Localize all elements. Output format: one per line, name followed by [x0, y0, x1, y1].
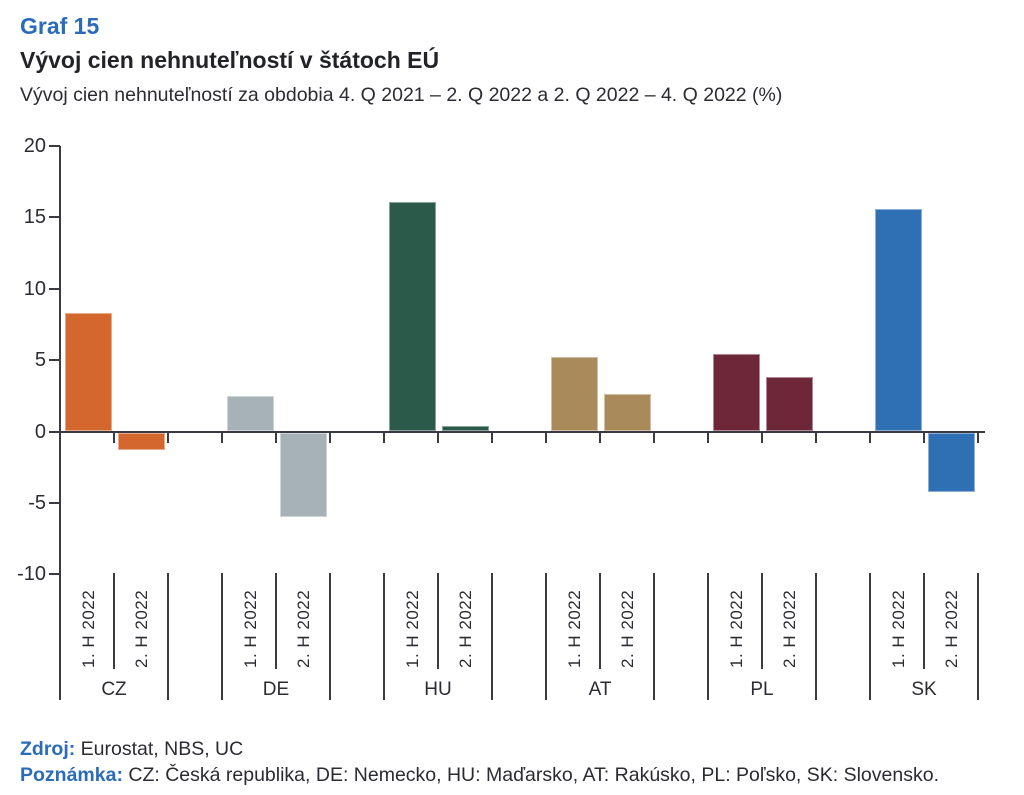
bar-CZ-2h: [118, 432, 165, 450]
x-axis-zero-line: [60, 430, 985, 433]
group-label-HU: HU: [424, 679, 452, 700]
graf-number-label: Graf 15: [20, 13, 100, 39]
separator-line: [383, 573, 385, 700]
y-tick-label: -10: [17, 563, 46, 586]
group-label-PL: PL: [750, 679, 774, 700]
bar-period-label: 1. H 2022: [888, 589, 908, 668]
bar-HU-2h: [442, 425, 489, 432]
x-tick: [815, 431, 817, 443]
x-tick: [869, 431, 871, 443]
note-label: Poznámka:: [20, 764, 123, 786]
separator-line: [869, 573, 871, 700]
x-tick: [275, 431, 277, 443]
y-tick-label: 15: [23, 206, 46, 229]
page-title: Vývoj cien nehnuteľností v štátoch EÚ: [20, 47, 440, 73]
x-tick: [437, 431, 439, 443]
x-tick: [653, 431, 655, 443]
y-tick: [49, 359, 60, 362]
x-tick: [167, 431, 169, 443]
bar-period-label: 2. H 2022: [941, 589, 961, 668]
y-tick-label: 20: [23, 135, 46, 158]
bar-period-label: 1. H 2022: [240, 589, 260, 668]
y-tick: [49, 145, 60, 148]
group-label-AT: AT: [588, 679, 612, 700]
y-axis-line: [59, 146, 61, 700]
bar-PL-2h: [766, 377, 813, 432]
separator-line: [707, 573, 709, 700]
x-tick: [923, 431, 925, 443]
x-tick: [599, 431, 601, 443]
x-tick: [707, 431, 709, 443]
bar-CZ-1h: [65, 313, 112, 432]
bar-period-label: 2. H 2022: [293, 589, 313, 668]
separator-line: [113, 573, 115, 669]
separator-line: [977, 573, 979, 700]
bar-chart: 20 15 10 5 0 -5 -10 1. H 2022 2. H 2022 CZ 1. H 20…: [17, 135, 985, 700]
separator-line: [545, 573, 547, 700]
bar-period-label: 1. H 2022: [726, 589, 746, 668]
y-tick: [49, 573, 60, 576]
group-label-DE: DE: [262, 679, 290, 700]
y-tick-label: 5: [34, 349, 46, 372]
source-line: Zdroj: Eurostat, NBS, UC: [20, 738, 243, 761]
x-tick: [113, 431, 115, 443]
note-line: Poznámka: CZ: Česká republika, DE: Nemec…: [20, 764, 939, 787]
x-tick: [977, 431, 979, 443]
separator-line: [923, 573, 925, 669]
bar-HU-1h: [389, 201, 436, 432]
y-tick: [49, 501, 60, 504]
y-tick-label: 10: [23, 277, 46, 300]
x-tick: [329, 431, 331, 443]
separator-line: [275, 573, 277, 669]
separator-line: [329, 573, 331, 700]
source-label: Zdroj:: [20, 738, 76, 760]
x-tick: [761, 431, 763, 443]
x-tick: [221, 431, 223, 443]
bar-period-label: 2. H 2022: [617, 589, 637, 668]
x-tick: [545, 431, 547, 443]
separator-line: [653, 573, 655, 700]
bar-DE-1h: [227, 395, 274, 432]
y-tick-label: -5: [28, 491, 46, 514]
separator-line: [221, 573, 223, 700]
separator-line: [599, 573, 601, 669]
bar-SK-1h: [875, 208, 922, 432]
separator-line: [167, 573, 169, 700]
bar-SK-2h: [928, 432, 975, 493]
x-tick: [491, 431, 493, 443]
y-tick: [49, 216, 60, 219]
y-tick: [49, 287, 60, 290]
group-label-CZ: CZ: [101, 679, 127, 700]
bar-period-label: 1. H 2022: [564, 589, 584, 668]
note-text: CZ: Česká republika, DE: Nemecko, HU: Ma…: [122, 764, 939, 786]
page-subtitle: Vývoj cien nehnuteľností za obdobia 4. Q…: [20, 84, 783, 106]
separator-line: [491, 573, 493, 700]
x-tick: [383, 431, 385, 443]
y-tick-label: 0: [34, 420, 46, 443]
separator-line: [761, 573, 763, 669]
bar-period-label: 2. H 2022: [779, 589, 799, 668]
separator-line: [437, 573, 439, 669]
bar-period-label: 1. H 2022: [78, 589, 98, 668]
separator-line: [815, 573, 817, 700]
bar-period-label: 2. H 2022: [455, 589, 475, 668]
bar-period-label: 2. H 2022: [131, 589, 151, 668]
bar-period-label: 1. H 2022: [402, 589, 422, 668]
bar-DE-2h: [280, 432, 327, 517]
y-tick: [49, 430, 60, 433]
bar-AT-2h: [604, 394, 651, 432]
source-text: Eurostat, NBS, UC: [75, 738, 244, 760]
bar-PL-1h: [713, 354, 760, 432]
group-label-SK: SK: [911, 679, 937, 700]
bar-AT-1h: [551, 357, 598, 432]
